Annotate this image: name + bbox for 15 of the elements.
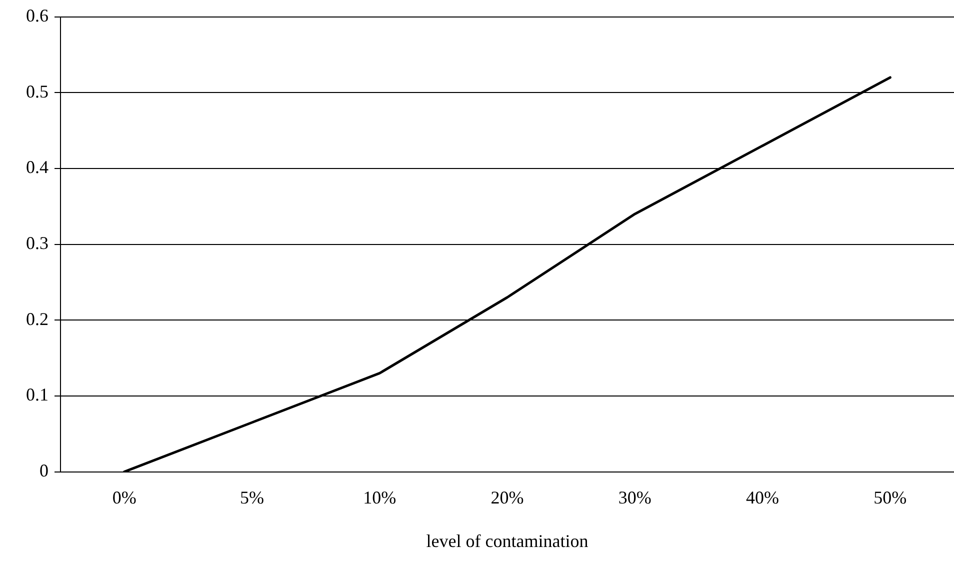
y-tick-label: 0.5 <box>26 81 48 102</box>
y-tick-label: 0.2 <box>26 308 48 329</box>
y-tick-label: 0 <box>40 460 48 481</box>
y-tick-label: 0.1 <box>26 384 48 405</box>
x-tick-label: 0% <box>112 487 136 508</box>
x-tick-label: 20% <box>490 487 524 508</box>
x-tick-label: 10% <box>363 487 396 508</box>
x-axis-title: level of contamination <box>426 530 588 551</box>
y-tick-label: 0.6 <box>26 6 48 26</box>
x-tick-label: 40% <box>746 487 780 508</box>
y-tick-label: 0.4 <box>26 157 48 178</box>
x-tick-label: 30% <box>618 487 652 508</box>
y-tick-label: 0.3 <box>26 233 48 254</box>
x-tick-label: 50% <box>874 487 907 508</box>
x-tick-label: 5% <box>240 487 264 508</box>
